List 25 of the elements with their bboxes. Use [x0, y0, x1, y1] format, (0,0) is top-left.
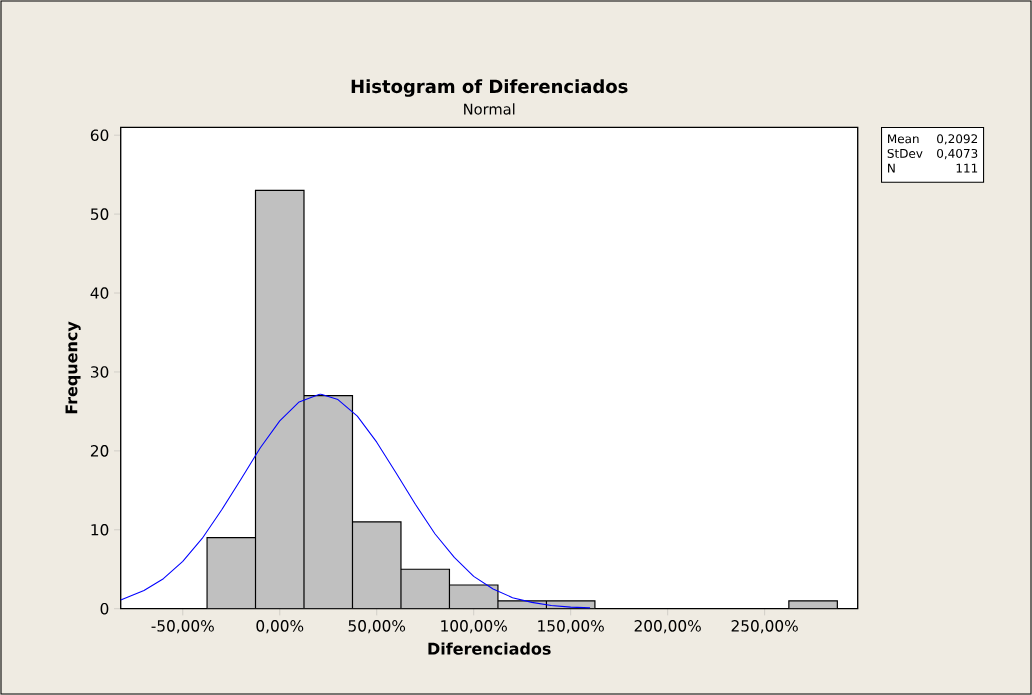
text: 0,2092	[937, 134, 978, 145]
x-tick-label: 0,00%	[256, 620, 304, 634]
x-tick-label: 250,00%	[731, 620, 798, 634]
text: 0,4073	[937, 148, 978, 160]
x-tick-label: 150,00%	[538, 620, 604, 634]
y-tick-label: 0	[100, 602, 109, 615]
text: Mean	[888, 134, 919, 144]
y-tick-label: 20	[90, 445, 109, 457]
y-tick-label: 60	[90, 129, 109, 141]
x-tick-label: -50,00%	[151, 620, 214, 634]
text: StDev	[887, 148, 923, 158]
text: 111	[956, 163, 978, 173]
text: N	[888, 163, 895, 173]
line-series	[120, 393, 591, 609]
y-tick-label: 50	[91, 208, 109, 220]
y-tick-label: 30	[90, 366, 109, 378]
y-tick-label: 40	[90, 287, 109, 299]
x-axis-title: Diferenciados	[428, 642, 551, 655]
y-axis-title: Frequency	[65, 321, 81, 414]
chart-subtitle: Normal	[464, 103, 515, 115]
y-tick-label: 10	[91, 523, 109, 536]
chart-title: Histogram of Diferenciados	[351, 79, 628, 97]
x-tick-label: 100,00%	[441, 620, 507, 634]
x-tick-label: 200,00%	[634, 620, 701, 634]
x-tick-label: 50,00%	[348, 620, 406, 634]
